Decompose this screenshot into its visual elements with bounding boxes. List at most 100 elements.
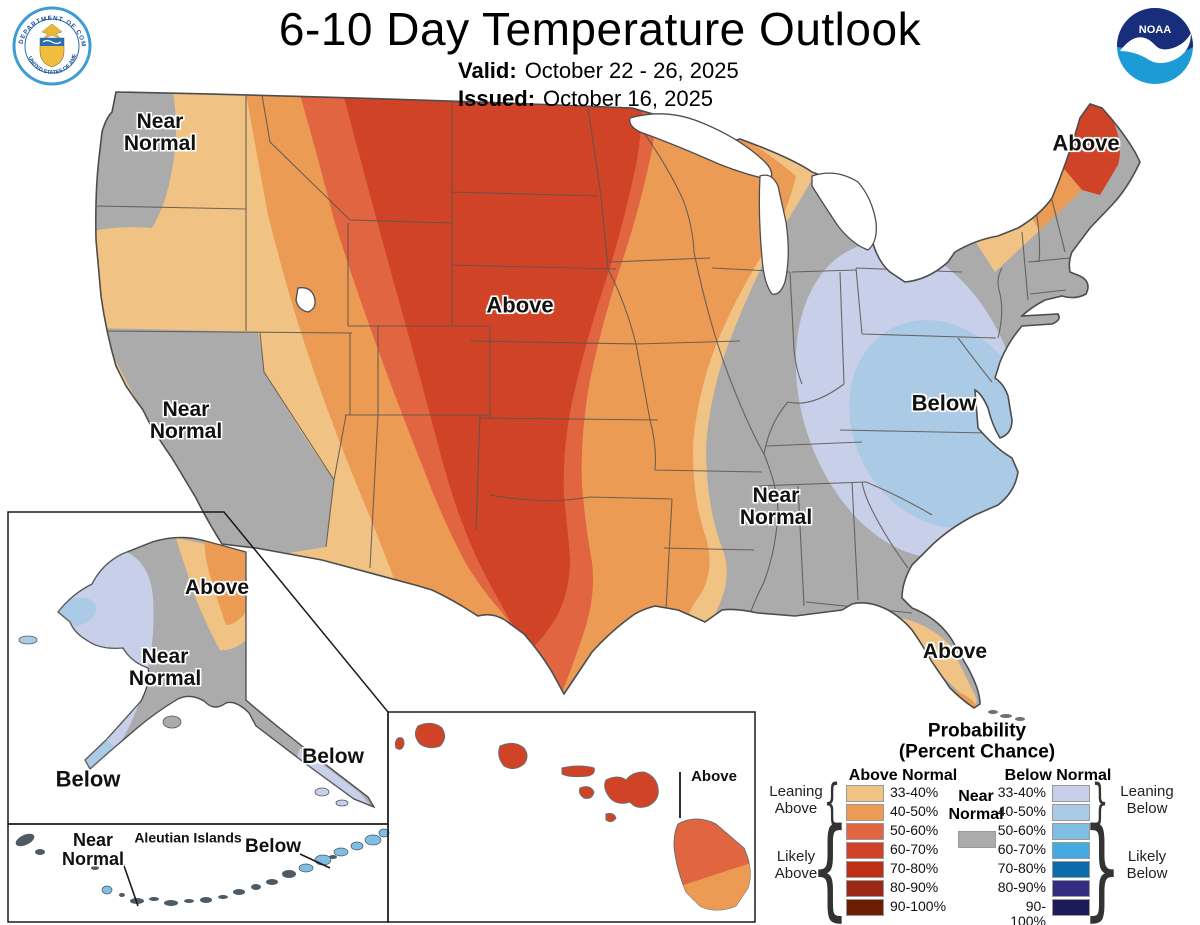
state-borders	[96, 94, 1071, 615]
legend-swatch-below-50-60	[1052, 823, 1090, 840]
hawaii-inset	[394, 722, 751, 911]
label-east-below: Below	[911, 390, 977, 416]
legend-range-below-5: 80-90%	[997, 879, 1046, 895]
island-lanai	[579, 786, 595, 799]
page-title: 6-10 Day Temperature Outlook	[278, 3, 922, 55]
label-aleutian-near-normal: Near Normal	[61, 830, 124, 869]
lower48-coastline	[95, 91, 1141, 709]
aleutian-leader-lines	[121, 853, 331, 907]
validity-block: Valid: October 22 - 26, 2025 Issued: Octob…	[458, 57, 739, 113]
region-california-near-normal	[100, 328, 334, 556]
label-aleutian-below: Below	[245, 836, 301, 858]
aleutian-blue-islands	[101, 828, 390, 895]
legend-swatch-near-normal	[958, 831, 996, 848]
alaska-above-40-50	[204, 541, 246, 625]
region-florida-above-33-40	[902, 618, 977, 704]
legend-swatch-below-33-40	[1052, 785, 1090, 802]
legend-range-below-6: 90-100%	[1010, 898, 1046, 925]
lake-michigan	[758, 174, 789, 295]
legend-above-header: Above Normal	[848, 767, 958, 785]
legend-range-below-1: 40-50%	[997, 803, 1046, 819]
legend-swatch-below-70-80	[1052, 861, 1090, 878]
legend-title-line2: (Percent Chance)	[898, 742, 1056, 763]
alaska-inset	[18, 536, 376, 809]
legend-swatch-above-70-80	[846, 861, 884, 878]
alaska-coastline	[58, 537, 374, 807]
great-salt-lake	[295, 287, 316, 313]
legend-title: Probability (Percent Chance)	[899, 721, 1055, 764]
aleutian-gray-islands	[15, 833, 337, 906]
brace-likely-below: }	[1082, 804, 1122, 925]
issued-line: Issued: October 16, 2025	[458, 85, 739, 113]
brace-likely-above: {	[810, 804, 850, 925]
noaa-logo-text: NOAA	[1139, 24, 1171, 36]
legend-range-above-0: 33-40%	[890, 784, 939, 800]
label-alaska-near-normal: Near Normal	[128, 644, 202, 690]
legend-range-above-5: 80-90%	[890, 879, 939, 895]
legend-swatch-above-60-70	[846, 842, 884, 859]
panhandle-island-1	[314, 787, 330, 797]
label-florida-above: Above	[922, 639, 988, 663]
legend-swatch-below-80-90	[1052, 880, 1090, 897]
valid-label: Valid:	[458, 58, 517, 83]
brace-leaning-below: }	[1091, 774, 1109, 830]
hawaii-inset-frame	[387, 711, 756, 923]
legend-range-below-0: 33-40%	[997, 784, 1046, 800]
legend-range-below-2: 50-60%	[997, 822, 1046, 838]
legend-swatch-above-40-50	[846, 804, 884, 821]
region-above-60-70	[330, 92, 643, 650]
island-maui	[604, 771, 659, 808]
legend-likely-below: Likely Below	[1126, 848, 1168, 882]
issued-label: Issued:	[458, 86, 536, 111]
label-alaska-below-west: Below	[55, 766, 121, 792]
valid-line: Valid: October 22 - 26, 2025	[458, 57, 739, 85]
panhandle-island-2	[335, 799, 349, 807]
legend-likely-above: Likely Above	[774, 848, 818, 882]
region-east-below-40-50	[849, 320, 1035, 528]
legend-range-above-3: 60-70%	[890, 841, 939, 857]
lake-huron	[811, 172, 877, 251]
legend-swatch-above-50-60	[846, 823, 884, 840]
great-lakes	[295, 113, 877, 313]
legend-swatch-below-60-70	[1052, 842, 1090, 859]
island-niihau	[394, 737, 405, 750]
legend-title-line1: Probability	[927, 720, 1027, 742]
legend-range-above-1: 40-50%	[890, 803, 939, 819]
legend-range-below-4: 70-80%	[997, 860, 1046, 876]
island-oahu	[498, 742, 528, 770]
island-kauai	[414, 722, 446, 749]
brace-leaning-above: {	[823, 774, 841, 830]
st-lawrence-island	[18, 635, 38, 645]
island-kahoolawe	[605, 813, 617, 823]
label-plains-above: Above	[486, 292, 554, 318]
florida-keys	[988, 710, 1025, 721]
legend-swatch-above-80-90	[846, 880, 884, 897]
legend-leaning-above: Leaning Above	[769, 783, 823, 817]
label-maine-above: Above	[1052, 130, 1120, 156]
valid-value: October 22 - 26, 2025	[524, 58, 739, 83]
noaa-logo: NOAA	[1117, 8, 1193, 84]
doc-eagle-icon	[41, 23, 63, 40]
legend-below-header: Below Normal	[1004, 767, 1112, 785]
alaska-panhandle-below-33-40	[297, 748, 370, 805]
legend-range-below-3: 60-70%	[997, 841, 1046, 857]
label-alaska-above: Above	[184, 575, 250, 599]
label-northwest-near-normal: Near Normal	[123, 109, 197, 155]
issued-value: October 16, 2025	[543, 86, 714, 111]
legend-swatch-below-90-100	[1052, 899, 1090, 916]
doc-logo: DEPARTMENT OF COMMERCE UNITED STATES OF …	[9, 1, 92, 86]
legend-range-above-6: 90-100%	[890, 898, 947, 914]
label-aleutian-islands: Aleutian Islands	[134, 829, 242, 846]
label-california-near-normal: Near Normal	[149, 397, 223, 443]
island-molokai	[561, 765, 595, 778]
noaa-seagull-icon	[1120, 33, 1191, 64]
legend-swatch-below-40-50	[1052, 804, 1090, 821]
legend-leaning-below: Leaning Below	[1120, 783, 1174, 817]
label-southeast-near-normal: Near Normal	[739, 483, 813, 529]
aleutian-inset	[15, 828, 390, 907]
legend-range-above-2: 50-60%	[890, 822, 939, 838]
label-hawaii-above: Above	[691, 768, 737, 786]
kodiak-island	[162, 715, 182, 729]
